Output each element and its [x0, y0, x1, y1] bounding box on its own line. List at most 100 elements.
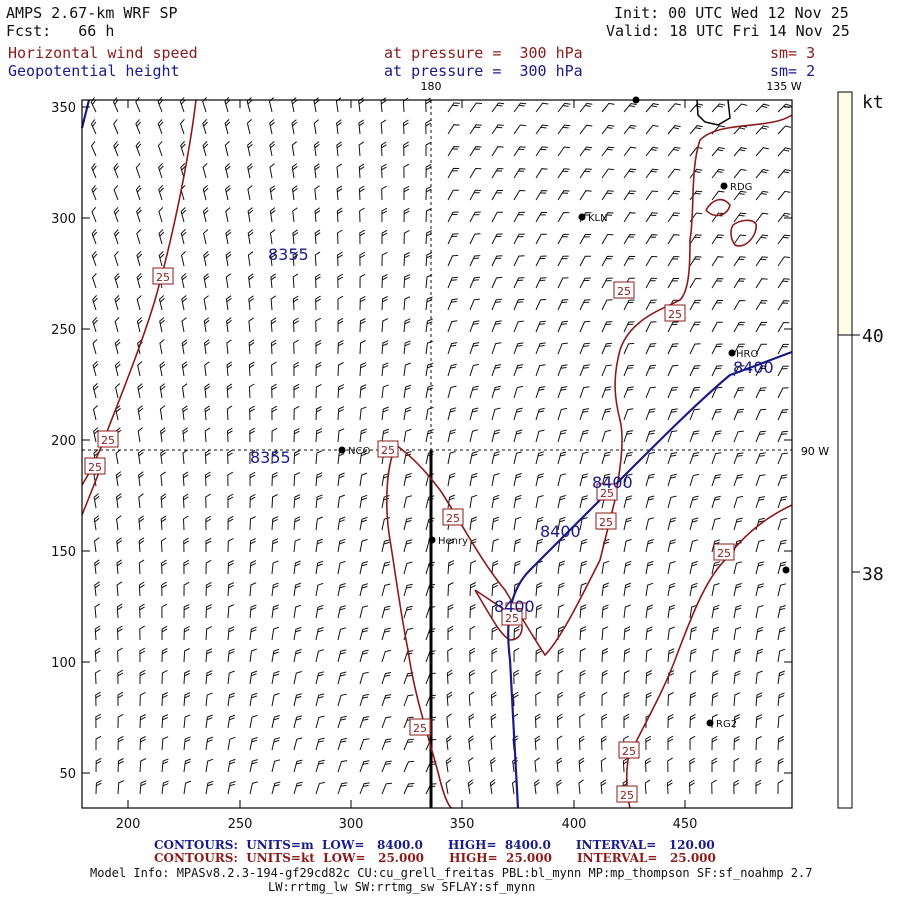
wind-barb — [623, 364, 634, 377]
wind-barb — [205, 692, 213, 707]
wind-barb — [645, 648, 653, 663]
wind-barb — [91, 185, 97, 201]
station-label: RG2 — [716, 719, 737, 730]
wind-barb — [777, 387, 789, 399]
wind-barb — [359, 251, 366, 267]
wind-barb — [491, 146, 504, 157]
height-label: 8400 — [592, 473, 633, 492]
wind-barb — [113, 141, 119, 157]
wind-barb — [94, 625, 101, 641]
wind-barb — [249, 516, 256, 531]
wind-barb — [667, 692, 674, 707]
wind-barb — [557, 233, 569, 245]
meridian-135w-label: 135 W — [766, 80, 801, 93]
axis-ticks — [82, 100, 792, 808]
wind-barb — [203, 295, 209, 311]
wind-barb — [623, 124, 637, 135]
wind-barb — [601, 669, 608, 685]
wind-barb — [535, 429, 545, 443]
wind-barb — [689, 692, 697, 707]
wind-barb — [755, 539, 765, 553]
wind-barb — [136, 295, 142, 311]
wind-barb — [667, 168, 681, 179]
speed-contour-label: 25 — [446, 512, 460, 525]
wind-barb — [205, 758, 214, 773]
wind-barb — [601, 102, 615, 113]
wind-barb — [115, 493, 122, 509]
wind-barb — [711, 474, 722, 487]
wind-barb — [579, 604, 587, 619]
wind-barb — [204, 405, 211, 421]
wind-barb — [205, 736, 213, 751]
wind-barb — [689, 495, 699, 509]
wind-barb — [116, 603, 123, 619]
wind-barb — [535, 451, 545, 465]
wind-barb — [337, 317, 344, 333]
wind-barb — [113, 119, 119, 135]
wind-barb — [447, 647, 453, 663]
wind-barb — [359, 428, 367, 443]
wind-barb — [535, 604, 543, 619]
wind-barb — [227, 758, 236, 773]
wind-barb — [403, 495, 413, 509]
wind-barb — [447, 320, 458, 333]
wind-barb — [667, 561, 676, 575]
wind-barb — [556, 757, 563, 773]
wind-barb — [645, 473, 655, 487]
wind-barb — [469, 560, 477, 575]
wind-barb — [557, 429, 567, 443]
wind-barb — [447, 625, 454, 640]
wind-barb — [381, 273, 388, 289]
wind-barb — [645, 517, 655, 531]
wind-barb — [535, 320, 546, 333]
wind-barb — [381, 207, 388, 223]
wind-barb — [113, 206, 120, 223]
wind-barb — [513, 560, 521, 575]
wind-barb — [138, 537, 145, 553]
wind-barb — [535, 407, 545, 421]
wind-barb — [535, 691, 541, 707]
wind-barb — [645, 539, 654, 553]
wind-barb — [358, 97, 365, 113]
wind-barb — [623, 626, 631, 641]
wind-barb — [557, 582, 565, 597]
height-label: 8400 — [494, 597, 535, 616]
wind-barb — [315, 560, 324, 575]
wind-barb — [755, 757, 762, 773]
wind-barb — [777, 430, 789, 443]
wind-barb — [315, 582, 324, 597]
station-label: NCO — [348, 446, 370, 457]
field2-name: Geopotential height — [8, 62, 180, 80]
wind-barb — [227, 537, 234, 553]
wind-barb — [403, 760, 415, 773]
wind-barb — [667, 473, 677, 487]
wind-barb — [91, 229, 98, 245]
wind-barb — [513, 625, 520, 641]
colorbar-segment-38 — [837, 334, 853, 809]
wind-barb — [645, 408, 656, 421]
wind-barb — [315, 428, 323, 443]
wind-barb — [138, 493, 144, 509]
wind-barb — [293, 538, 301, 553]
wind-barb — [447, 494, 456, 509]
wind-barb — [161, 647, 168, 663]
wind-barb — [689, 190, 703, 201]
wind-barb — [689, 757, 696, 773]
wind-barb — [202, 185, 209, 201]
wind-barb — [315, 737, 325, 751]
wind-barb — [161, 714, 169, 729]
wind-barb — [136, 206, 142, 223]
wind-barb — [469, 582, 477, 597]
wind-barb — [160, 471, 166, 487]
speed-contour-label: 25 — [381, 444, 395, 457]
wind-barb — [468, 669, 475, 685]
speed-label-box — [377, 440, 399, 458]
wind-barb — [271, 494, 278, 509]
wind-barb — [403, 141, 409, 157]
wind-barb — [711, 278, 724, 289]
wind-barb — [270, 251, 276, 267]
wind-barb — [579, 146, 593, 157]
wind-barb — [469, 320, 480, 333]
wind-barb — [359, 472, 368, 487]
y-tick-label: 100 — [51, 656, 76, 671]
